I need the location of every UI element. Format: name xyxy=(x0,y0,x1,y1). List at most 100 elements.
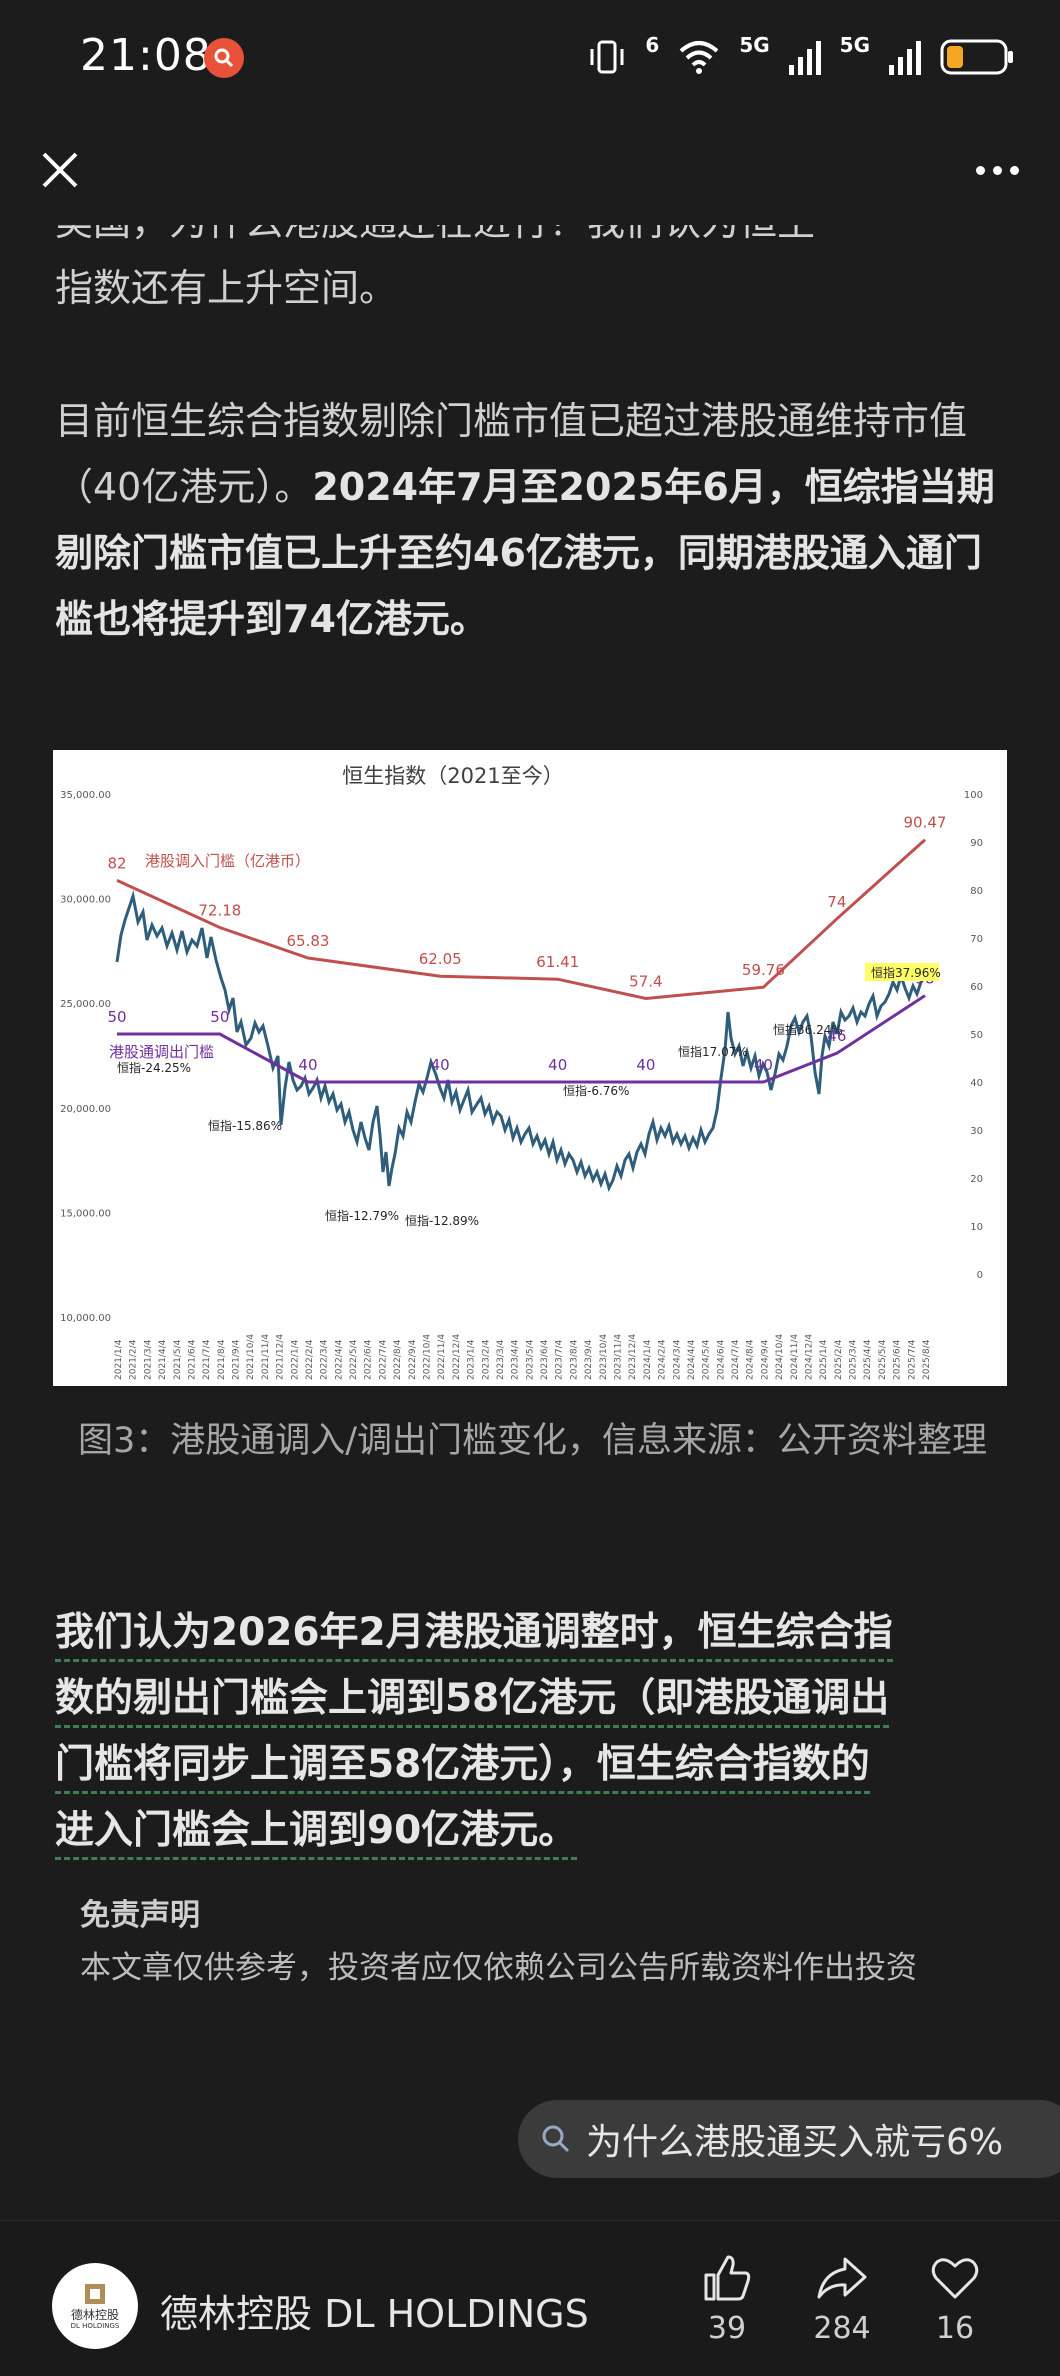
bottom-bar: 德林控股 DL HOLDINGS 德林控股 DL HOLDINGS 39 284… xyxy=(0,2220,1060,2376)
x-axis-tick: 2024/12/4 xyxy=(804,1334,814,1380)
related-search-text: 为什么港股通买入就亏6% xyxy=(586,2122,1004,2163)
x-axis-tick: 2022/11/4 xyxy=(437,1334,447,1380)
x-axis-tick: 2021/7/4 xyxy=(202,1339,212,1380)
favorite-button[interactable]: 16 xyxy=(910,2251,1000,2346)
author-avatar[interactable]: 德林控股 DL HOLDINGS xyxy=(52,2263,138,2349)
x-axis-tick: 2025/2/4 xyxy=(834,1339,844,1380)
paragraph-3-line-2[interactable]: 数的剔出门槛会上调到58亿港元（即港股通调出 xyxy=(55,1676,890,1728)
favorite-count: 16 xyxy=(935,2311,975,2346)
article-body: 美国，为什么港股通还在进行？我们认为恒生 指数还有上升空间。 目前恒生综合指数剔… xyxy=(0,225,1060,2225)
x-axis-tick: 2023/2/4 xyxy=(481,1339,491,1380)
wifi-icon xyxy=(679,41,719,74)
x-axis-tick: 2021/8/4 xyxy=(217,1339,227,1380)
x-axis-tick: 2021/5/4 xyxy=(173,1339,183,1380)
close-icon xyxy=(42,152,78,188)
chart-title: 恒生指数（2021至今） xyxy=(342,764,563,788)
x-axis-tick: 2021/4/4 xyxy=(158,1339,168,1380)
paragraph-3-line-3[interactable]: 门槛将同步上调至58亿港元），恒生综合指数的 xyxy=(55,1742,870,1794)
like-button[interactable]: 39 xyxy=(682,2251,772,2346)
net-label-3: 5G xyxy=(839,33,870,57)
series-value-label: 50 xyxy=(210,1008,229,1026)
x-axis-tick: 2021/11/4 xyxy=(261,1334,271,1380)
close-button[interactable] xyxy=(30,140,90,200)
battery-icon xyxy=(940,39,1013,75)
x-axis-tick: 2022/6/4 xyxy=(364,1339,374,1380)
author-name[interactable]: 德林控股 DL HOLDINGS xyxy=(160,2292,589,2336)
hsi-chart: 恒生指数（2021至今） 35,000.00 30,000.00 25,000.00… xyxy=(53,750,1007,1386)
x-axis-tick: 2024/2/4 xyxy=(658,1339,668,1380)
vibrate-icon xyxy=(590,40,624,74)
x-axis-tick: 2022/10/4 xyxy=(423,1334,433,1380)
x-axis-tick: 2023/12/4 xyxy=(628,1334,638,1380)
search-app-icon xyxy=(204,38,244,78)
right-axis-tick: 80 xyxy=(970,886,983,897)
series-value-label: 90.47 xyxy=(904,814,947,832)
chart-annotation: 恒指36.24% xyxy=(773,1022,843,1037)
x-axis-tick: 2022/7/4 xyxy=(378,1339,388,1380)
inflow-threshold-line xyxy=(116,838,927,1001)
more-dot-icon xyxy=(975,165,985,175)
x-axis-tick: 2021/12/4 xyxy=(276,1334,286,1380)
x-axis-tick: 2021/3/4 xyxy=(143,1339,153,1380)
disclaimer-title: 免责声明 xyxy=(80,1898,200,1933)
series-value-label: 65.83 xyxy=(287,932,330,950)
x-axis-tick: 2024/4/4 xyxy=(687,1339,697,1380)
paragraph-2-normal: 目前恒生综合指数剔除门槛市值已超过港股通维持市值（40亿港元）。 xyxy=(55,399,968,509)
series-value-label: 82 xyxy=(107,854,126,872)
x-axis-tick: 2024/7/4 xyxy=(731,1339,741,1380)
x-axis-tick: 2023/1/4 xyxy=(467,1339,477,1380)
series-value-label: 50 xyxy=(107,1008,126,1026)
net-label-1: 6 xyxy=(645,33,660,57)
x-axis-tick: 2025/5/4 xyxy=(878,1339,888,1380)
chart-caption: 图3：港股通调入/调出门槛变化，信息来源：公开资料整理 xyxy=(77,1421,988,1461)
article-paragraph-3: 我们认为2026年2月港股通调整时，恒生综合指 数的剔出门槛会上调到58亿港元（… xyxy=(55,1600,1010,1864)
related-search-chip[interactable]: 为什么港股通买入就亏6% xyxy=(518,2100,1060,2178)
x-axis-tick: 2021/2/4 xyxy=(129,1339,139,1380)
paragraph-3-line-4[interactable]: 进入门槛会上调到90亿港元。 xyxy=(55,1808,578,1860)
chart-annotation: 恒指-24.25% xyxy=(117,1060,191,1075)
right-axis-tick: 90 xyxy=(970,838,983,849)
like-count: 39 xyxy=(707,2311,747,2346)
share-button[interactable]: 284 xyxy=(797,2251,887,2346)
series-value-label: 40 xyxy=(431,1056,450,1074)
article-cut-line: 美国，为什么港股通还在进行？我们认为恒生 xyxy=(55,225,1010,255)
x-axis-tick: 2024/10/4 xyxy=(775,1334,785,1380)
x-axis-tick: 2024/11/4 xyxy=(790,1334,800,1380)
x-axis-tick: 2023/5/4 xyxy=(525,1339,535,1380)
hsi-line xyxy=(115,890,927,1193)
more-button[interactable] xyxy=(962,140,1032,200)
x-axis-tick: 2023/10/4 xyxy=(599,1334,609,1380)
chart-annotation: 恒指-6.76% xyxy=(563,1083,629,1098)
x-axis-tick: 2024/8/4 xyxy=(746,1339,756,1380)
company-logo-icon xyxy=(85,2283,105,2304)
net-label-2: 5G xyxy=(739,33,770,57)
paragraph-3-line-1[interactable]: 我们认为2026年2月港股通调整时，恒生综合指 xyxy=(55,1610,893,1662)
x-axis-tick: 2022/8/4 xyxy=(393,1339,403,1380)
x-axis-tick: 2023/3/4 xyxy=(496,1339,506,1380)
x-axis-tick: 2022/4/4 xyxy=(334,1339,344,1380)
x-axis-tick: 2022/2/4 xyxy=(305,1339,315,1380)
right-axis-tick: 50 xyxy=(970,1030,983,1041)
x-axis-tick: 2021/6/4 xyxy=(187,1339,197,1380)
series-value-label: 46 xyxy=(827,1027,846,1045)
x-axis-tick: 2025/4/4 xyxy=(863,1339,873,1380)
signal-icon-1 xyxy=(788,41,821,75)
left-axis-ticks: 35,000.00 30,000.00 25,000.00 20,000.00 15,0… xyxy=(60,790,111,1324)
x-axis-tick: 2023/4/4 xyxy=(511,1339,521,1380)
right-axis-tick: 40 xyxy=(970,1078,983,1089)
right-axis-tick: 100 xyxy=(964,790,983,801)
signal-icon-2 xyxy=(889,41,921,75)
x-axis-tick: 2021/10/4 xyxy=(246,1334,256,1380)
x-axis-tick: 2024/6/4 xyxy=(716,1339,726,1380)
x-axis-tick: 2025/6/4 xyxy=(893,1339,903,1380)
top-nav xyxy=(0,115,1060,225)
series-value-label: 62.05 xyxy=(419,950,462,968)
heart-icon xyxy=(931,2258,979,2299)
annotation-highlight xyxy=(865,963,939,981)
left-axis-tick: 25,000.00 xyxy=(60,999,111,1010)
left-axis-tick: 15,000.00 xyxy=(60,1208,111,1219)
series-value-label: 40 xyxy=(298,1056,317,1074)
series-value-label: 57.4 xyxy=(629,972,662,990)
disclaimer-text: 本文章仅供参考，投资者应仅依赖公司公告所载资料作出投资 xyxy=(80,1950,917,1986)
